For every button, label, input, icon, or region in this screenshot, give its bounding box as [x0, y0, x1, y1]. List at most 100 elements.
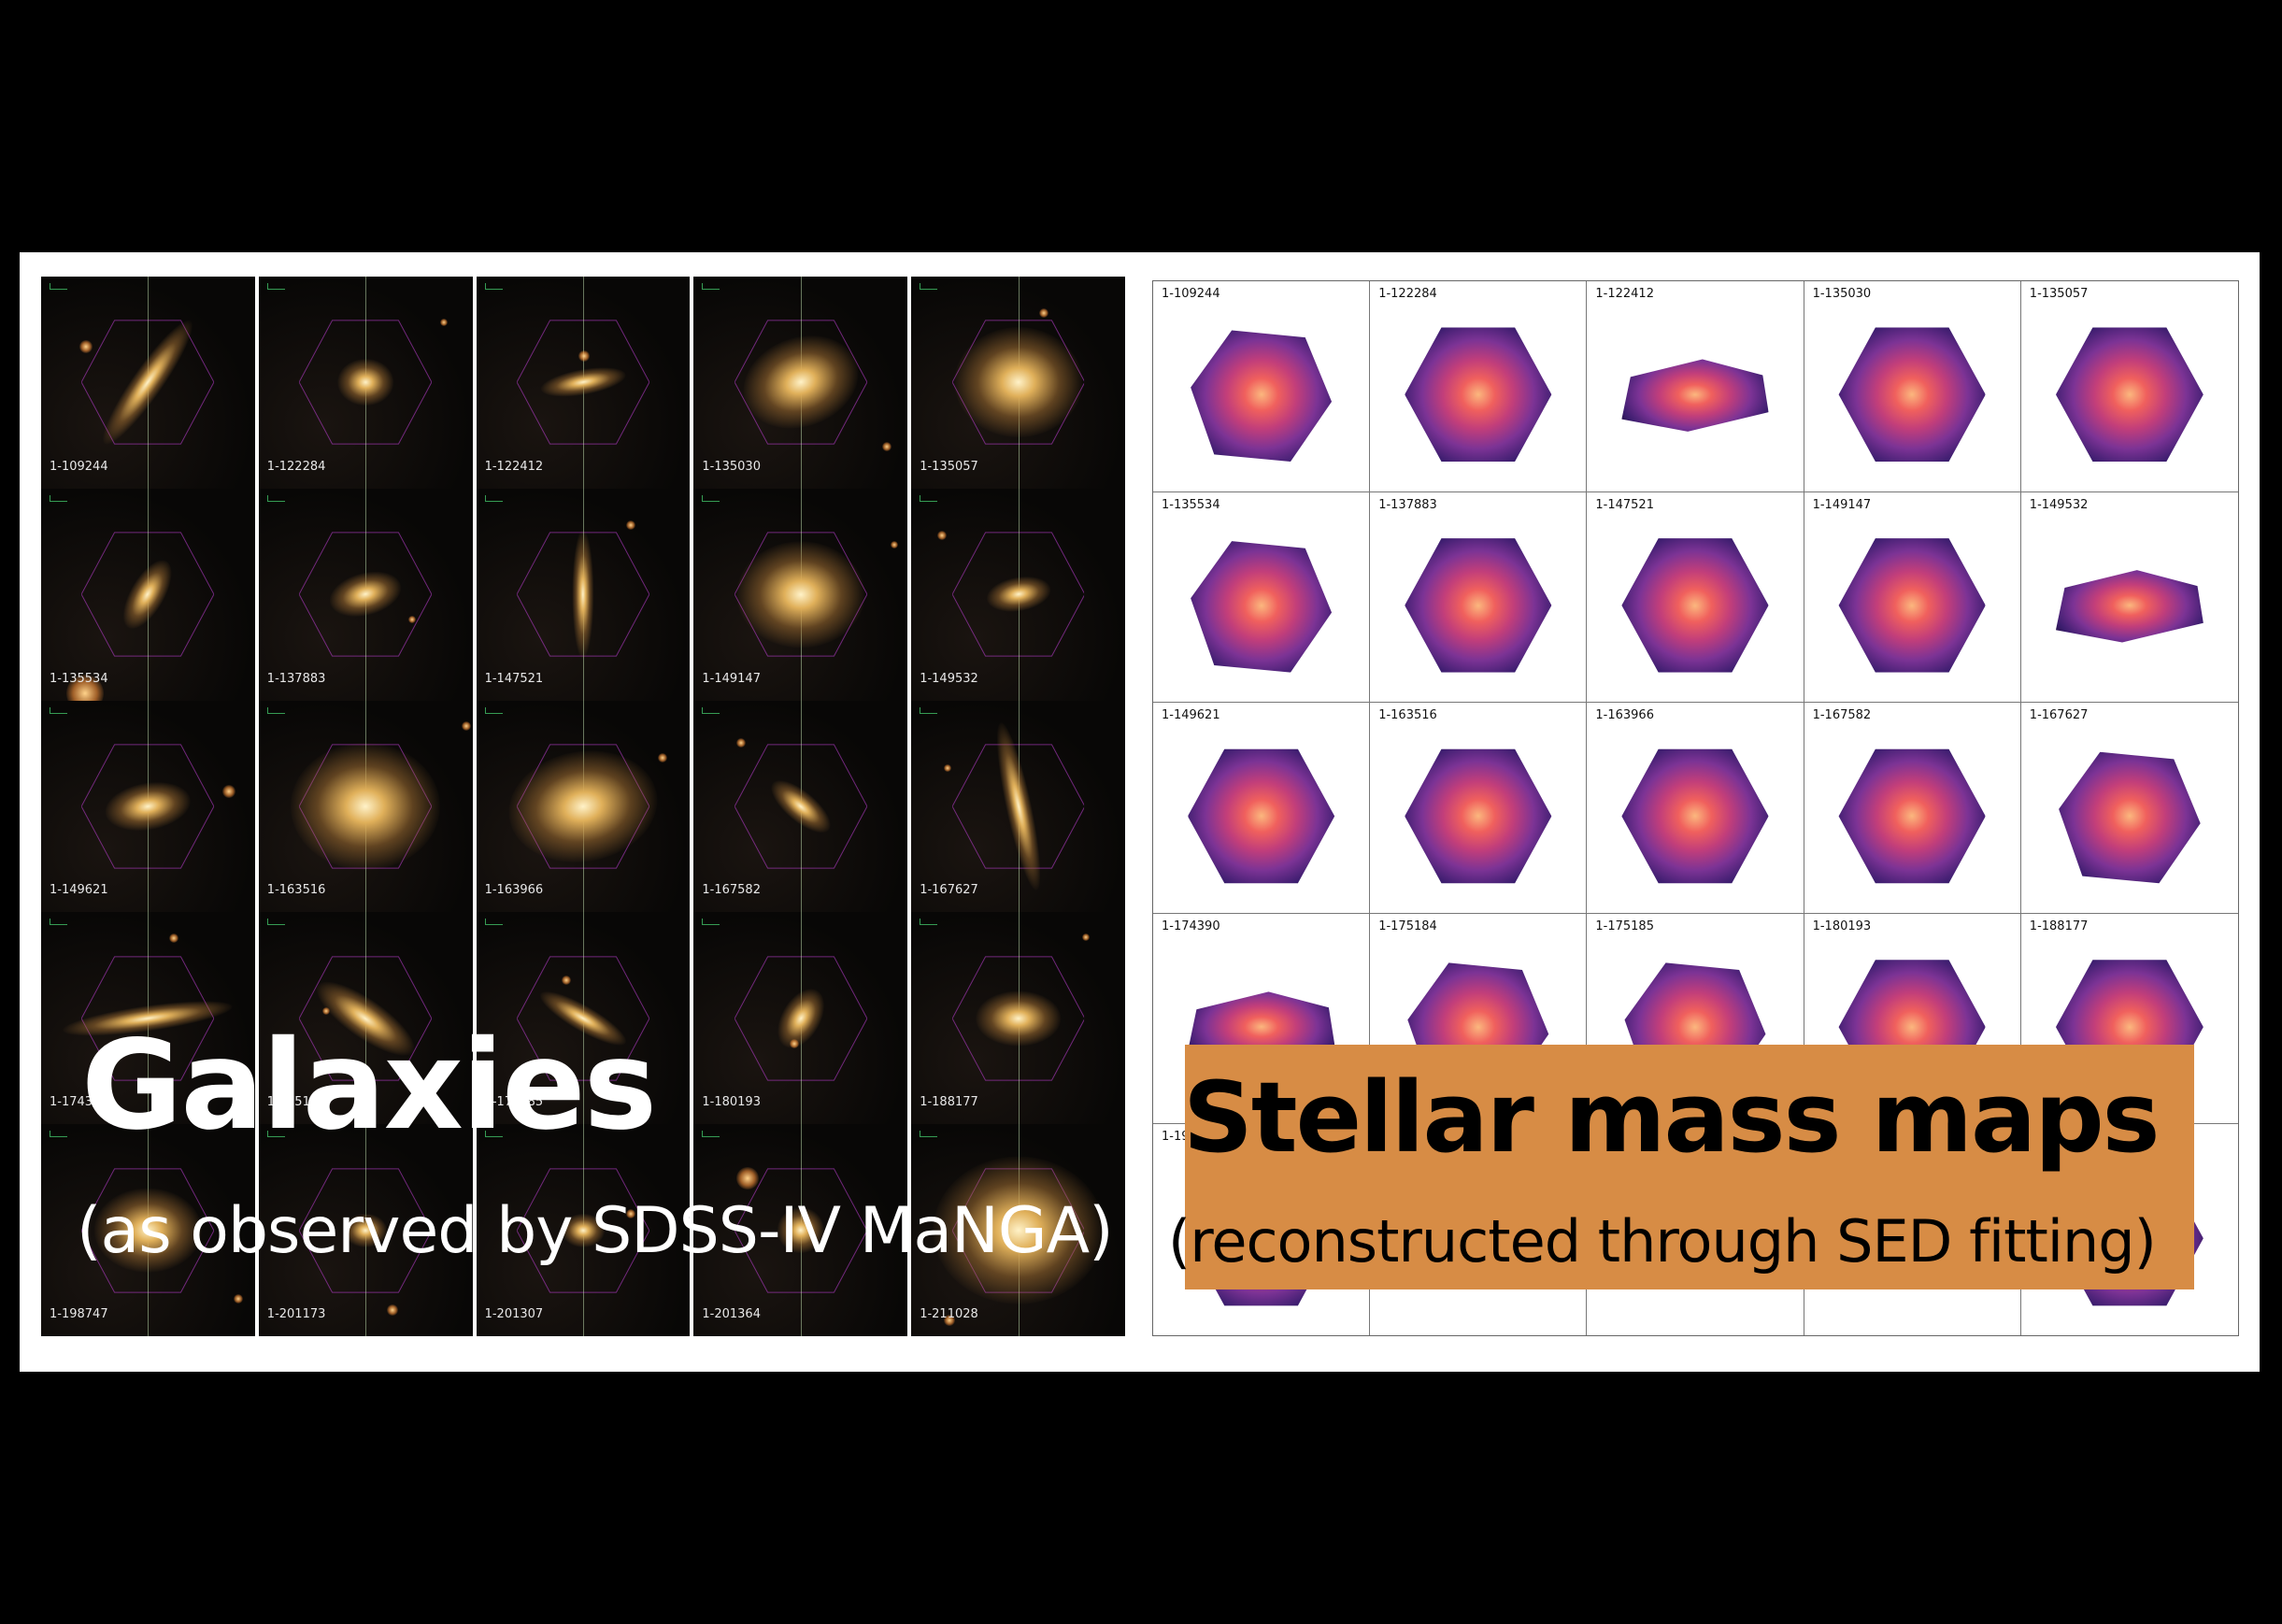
galaxy-cell: 1-198747 — [41, 1124, 255, 1336]
mass-map-cell: 1-163966 — [1587, 703, 1804, 914]
mass-map-blob — [1191, 541, 1333, 673]
foreground-star — [890, 541, 898, 549]
ifu-footprint-hexagon-icon — [299, 744, 433, 869]
ifu-footprint-hexagon-icon — [81, 532, 215, 657]
mass-map-cell: 1-149147 — [1804, 491, 2021, 704]
galaxy-cell: 1-135534 — [41, 488, 255, 701]
foreground-star — [658, 753, 668, 763]
ifu-footprint-hexagon-icon — [81, 320, 215, 445]
mass-map-cell: 1-149532 — [2020, 492, 2238, 704]
scale-bar-icon — [50, 494, 67, 502]
galaxy-cell: 1-201364 — [693, 1124, 908, 1336]
galaxy-id-label: 1-109244 — [50, 459, 108, 474]
ifu-footprint-hexagon-icon — [734, 956, 867, 1081]
galaxy-cell: 1-135057 — [911, 277, 1125, 489]
galaxy-cell: 1-149532 — [911, 488, 1125, 701]
galaxy-cell: 1-147521 — [476, 488, 691, 701]
galaxies-subtitle: (as observed by SDSS-IV MaNGA) — [77, 1194, 1114, 1268]
galaxy-cell: 1-149147 — [693, 488, 908, 701]
galaxy-id-label: 1-137883 — [266, 671, 326, 686]
map-id-label: 1-137883 — [1378, 497, 1437, 512]
foreground-star — [66, 675, 105, 701]
galaxy-id-label: 1-135057 — [920, 459, 978, 474]
galaxy-glow — [953, 327, 1083, 438]
mass-map-cell: 1-149621 — [1153, 703, 1371, 914]
mass-map-blob — [1838, 748, 1986, 884]
galaxy-cell: 1-201307 — [476, 1124, 691, 1336]
foreground-star — [462, 721, 472, 732]
mass-map-blob — [1405, 748, 1552, 884]
foreground-star — [79, 340, 93, 354]
mass-map-blob — [1405, 538, 1552, 673]
map-id-label: 1-147521 — [1595, 497, 1654, 512]
ifu-footprint-hexagon-icon — [951, 532, 1085, 657]
galaxy-cell: 1-180193 — [693, 912, 908, 1125]
map-id-label: 1-135030 — [1812, 287, 1872, 301]
scale-bar-icon — [702, 494, 720, 502]
galaxy-id-label: 1-175184 — [266, 1095, 326, 1110]
map-id-label: 1-175184 — [1378, 919, 1437, 933]
mass-map-blob — [2055, 327, 2204, 463]
galaxy-cell: 1-163516 — [258, 700, 473, 913]
mass-map-blob — [1838, 538, 1986, 673]
ifu-footprint-hexagon-icon — [299, 1168, 433, 1293]
galaxy-image-grid: 1-109244 1-122284 1-122412 1-135030 1-135057… — [41, 277, 1125, 1336]
map-id-label: 1-149621 — [1162, 708, 1220, 723]
galaxy-glow — [337, 359, 393, 406]
map-id-label: 1-174390 — [1162, 919, 1220, 933]
ifu-footprint-hexagon-icon — [299, 956, 433, 1081]
scale-bar-icon — [702, 919, 720, 926]
ifu-footprint-hexagon-icon — [81, 1168, 215, 1293]
map-id-label: 1-149532 — [2029, 497, 2089, 512]
mass-title-highlight — [1185, 1045, 2194, 1289]
galaxy-id-label: 1-201173 — [266, 1307, 326, 1321]
galaxy-glow — [736, 541, 865, 648]
galaxy-cell: 1-211028 — [911, 1124, 1125, 1336]
foreground-star — [387, 1303, 399, 1316]
galaxy-id-label: 1-180193 — [702, 1095, 761, 1110]
mass-map-blob — [1621, 538, 1769, 673]
stellar-mass-subtitle: (reconstructed through SED fitting) — [1168, 1207, 2157, 1275]
map-id-label: 1-122284 — [1378, 287, 1437, 301]
mass-map-blob — [2055, 570, 2204, 643]
ifu-footprint-hexagon-icon — [734, 532, 867, 657]
scale-bar-icon — [266, 283, 285, 290]
scale-bar-icon — [702, 283, 720, 290]
galaxy-cell: 1-167627 — [911, 700, 1125, 913]
galaxy-id-label: 1-122284 — [266, 459, 326, 474]
stellar-mass-title: Stellar mass maps — [1183, 1061, 2161, 1175]
galaxy-id-label: 1-149532 — [920, 671, 978, 686]
foreground-star — [625, 1208, 635, 1218]
map-id-label: 1-163966 — [1595, 708, 1654, 723]
scale-bar-icon — [920, 494, 938, 502]
galaxy-cell: 1-175185 — [476, 912, 691, 1125]
ifu-footprint-hexagon-icon — [81, 744, 215, 869]
scale-bar-icon — [50, 919, 67, 926]
galaxy-id-label: 1-201364 — [702, 1307, 761, 1321]
foreground-star — [881, 441, 891, 451]
map-id-label: 1-163516 — [1378, 708, 1437, 723]
ifu-footprint-hexagon-icon — [517, 1168, 649, 1293]
scale-bar-icon — [484, 1131, 503, 1138]
ifu-footprint-hexagon-icon — [734, 320, 867, 445]
mass-map-cell: 1-122412 — [1587, 281, 1804, 492]
galaxy-glow — [572, 530, 594, 659]
galaxy-glow — [291, 742, 441, 871]
mass-map-cell: 1-167582 — [1804, 703, 2021, 914]
mass-map-cell: 1-137883 — [1370, 491, 1588, 704]
ifu-footprint-hexagon-icon — [517, 532, 649, 657]
foreground-star — [322, 1007, 331, 1016]
galaxy-id-label: 1-167627 — [920, 883, 978, 898]
galaxy-cell: 1-201173 — [258, 1124, 473, 1336]
mass-map-cell: 1-135057 — [2020, 281, 2238, 492]
mass-map-blob — [1621, 748, 1769, 884]
scale-bar-icon — [484, 706, 503, 714]
galaxy-id-label: 1-174390 — [50, 1095, 108, 1110]
ifu-footprint-hexagon-icon — [951, 956, 1085, 1081]
scale-bar-icon — [266, 1131, 285, 1138]
mass-map-blob — [1187, 748, 1335, 884]
foreground-star — [233, 1293, 243, 1303]
mass-subtitle-highlight — [2140, 1179, 2194, 1289]
foreground-star — [943, 763, 951, 772]
map-id-label: 1-167627 — [2029, 708, 2089, 723]
